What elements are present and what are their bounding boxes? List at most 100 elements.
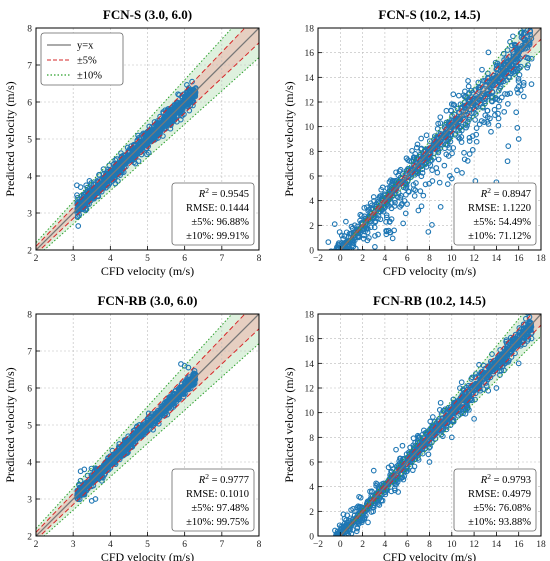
data-point: [527, 323, 534, 330]
data-point: [334, 534, 339, 536]
data-point: [381, 485, 387, 492]
legend-label: ±10%: [77, 71, 102, 82]
data-point: [334, 286, 339, 291]
data-point: [515, 19, 520, 24]
data-point: [331, 252, 336, 257]
stats-box: [453, 468, 537, 532]
x-tick-label: 4: [383, 540, 388, 550]
data-point: [150, 426, 156, 433]
data-point: [513, 109, 520, 116]
data-point: [508, 62, 515, 69]
data-point: [322, 273, 327, 278]
line-minus5: [339, 38, 541, 250]
data-point: [507, 90, 513, 97]
data-point: [147, 129, 154, 136]
data-point: [462, 396, 469, 402]
data-point: [187, 379, 194, 386]
data-point: [324, 265, 329, 270]
data-point: [481, 119, 488, 125]
data-point: [510, 33, 516, 40]
data-point: [103, 462, 109, 469]
data-point: [85, 194, 92, 201]
x-tick-label: 18: [536, 540, 546, 550]
data-point: [98, 180, 105, 187]
data-point: [425, 451, 432, 458]
data-point: [145, 410, 152, 417]
x-tick-label: 5: [145, 254, 150, 264]
data-point: [328, 259, 333, 264]
data-point: [435, 156, 442, 163]
panel-1: FCN-S (3.0, 6.0) 2 3 4 5 6 7 8 2 3 4 5 6 7 8 CFD veloci…: [3, 7, 262, 278]
y-tick-label: 5: [27, 422, 32, 432]
outlier-point: [92, 496, 99, 502]
data-point: [485, 387, 492, 394]
data-point: [330, 265, 335, 270]
data-point: [452, 131, 458, 138]
data-point: [479, 66, 485, 73]
data-point: [466, 151, 473, 157]
data-point: [350, 258, 355, 263]
data-point: [392, 199, 398, 206]
data-point: [477, 84, 484, 91]
data-point: [343, 521, 349, 528]
data-point: [443, 151, 450, 158]
data-point: [476, 361, 482, 368]
data-point: [425, 229, 432, 235]
x-tick-label: 12: [469, 540, 479, 550]
data-point: [444, 181, 451, 187]
y-tick-label: 18: [305, 25, 315, 35]
data-point: [339, 266, 344, 271]
data-point: [528, 8, 533, 13]
data-point: [92, 474, 98, 481]
y-tick-label: 16: [305, 49, 315, 59]
data-point: [328, 248, 334, 250]
data-point: [510, 56, 517, 62]
data-point: [457, 385, 463, 391]
data-point: [411, 463, 418, 470]
data-point: [514, 125, 521, 131]
data-point: [349, 239, 356, 245]
data-point: [494, 358, 501, 365]
data-point: [352, 255, 357, 260]
line-minus10: [43, 343, 259, 536]
x-tick-label: 8: [427, 540, 432, 550]
data-point: [86, 178, 93, 184]
stats-line: ±10%: 71.12%: [468, 231, 531, 242]
data-point: [398, 202, 405, 208]
data-point: [469, 374, 476, 381]
x-tick-label: 16: [514, 254, 524, 264]
x-tick-label: 6: [182, 254, 187, 264]
data-point: [322, 266, 327, 271]
data-point: [418, 442, 425, 449]
data-point: [324, 267, 329, 272]
line-plus5: [36, 28, 246, 247]
data-point: [329, 261, 334, 266]
data-point: [469, 110, 475, 117]
y-tick-label: 3: [27, 210, 32, 220]
panel-title: FCN-S (10.2, 14.5): [378, 7, 480, 22]
data-point: [515, 89, 521, 96]
outlier-point: [515, 360, 522, 367]
outlier-point: [343, 218, 349, 225]
data-point: [139, 132, 145, 138]
outlier-point: [331, 221, 338, 227]
data-point: [385, 464, 392, 471]
data-point: [333, 284, 338, 289]
outlier-point: [476, 121, 483, 128]
scatter-series: [322, 8, 535, 291]
data-point: [328, 256, 333, 261]
data-point: [429, 432, 436, 438]
data-point: [392, 197, 398, 203]
data-point: [323, 266, 328, 271]
data-point: [495, 110, 501, 117]
data-point: [140, 426, 147, 432]
data-point: [134, 147, 141, 153]
data-point: [502, 91, 508, 97]
data-point: [406, 188, 412, 195]
data-point: [498, 367, 505, 374]
outlier-point: [393, 446, 399, 453]
data-point: [113, 452, 120, 458]
data-point: [466, 138, 473, 144]
data-point: [501, 108, 508, 115]
